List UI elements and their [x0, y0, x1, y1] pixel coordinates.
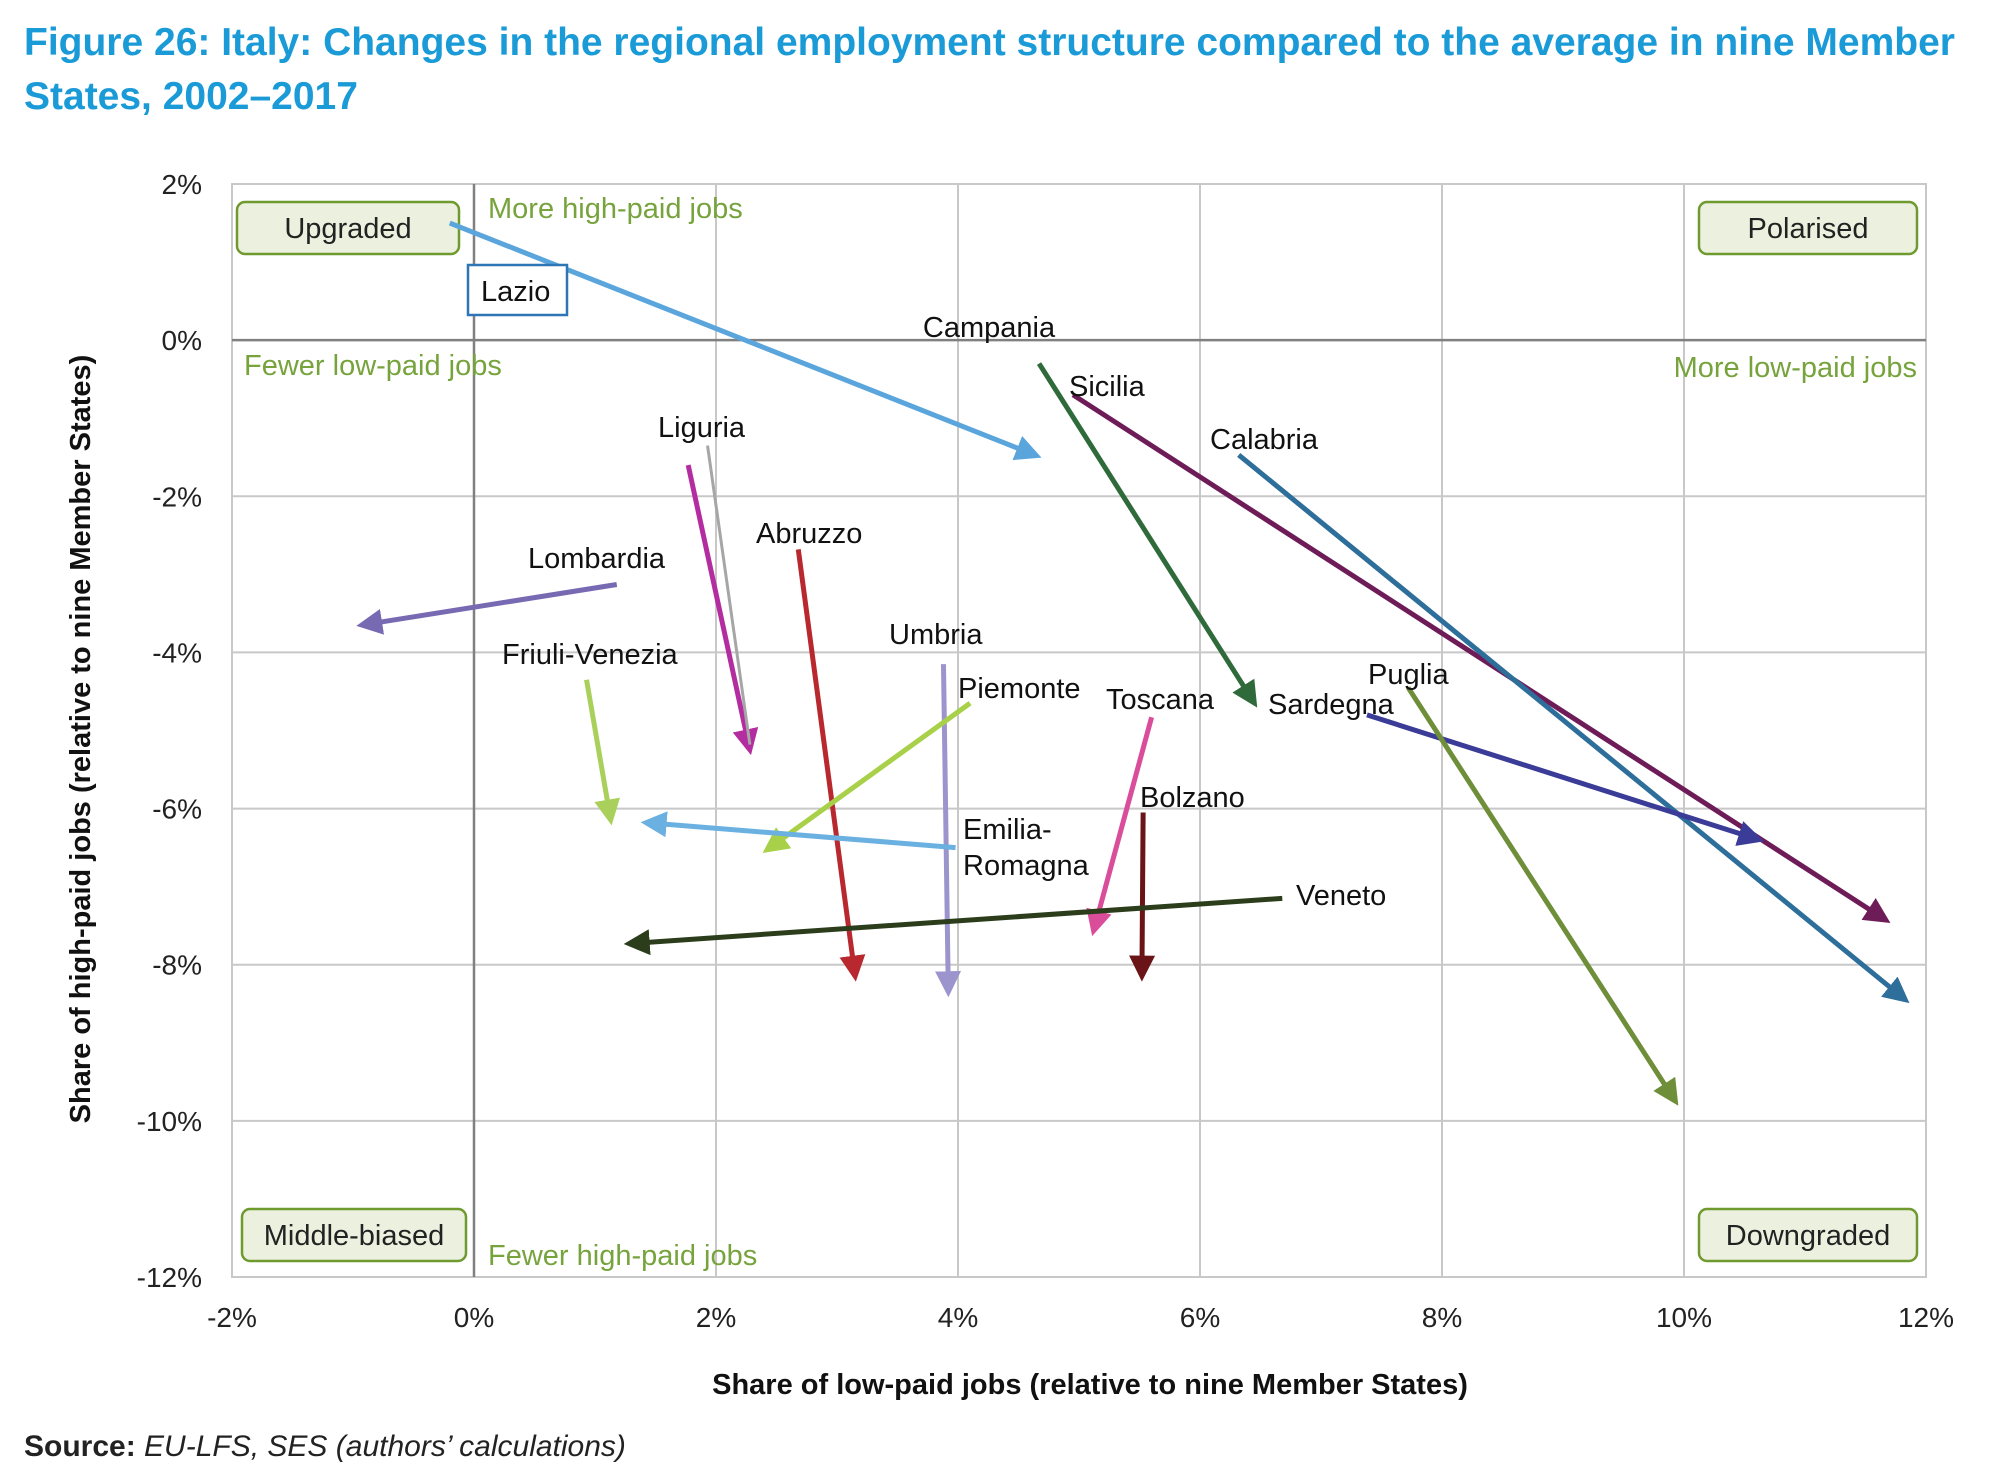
region-label-liguria: Liguria — [658, 412, 746, 444]
region-labels: Lazio Campania Sicilia Calabria Liguria Abruz… — [466, 263, 1449, 912]
axis-annotation-left: Fewer low-paid jobs — [244, 350, 502, 382]
quadrant-box-label: Polarised — [1748, 213, 1869, 245]
y-tick-label: -8% — [152, 950, 202, 981]
quadrant-boxes: Upgraded Polarised Middle-biased Downgraded — [235, 200, 1919, 1263]
x-tick-label: -2% — [207, 1302, 257, 1333]
region-label-toscana: Toscana — [1106, 684, 1215, 716]
grid-lines — [231, 183, 1927, 1278]
region-label-emilia: Emilia- — [963, 814, 1052, 846]
quadrant-box-label: Downgraded — [1726, 1220, 1890, 1252]
region-label-bolzano: Bolzano — [1140, 782, 1245, 814]
source-note: Source: EU-LFS, SES (authors’ calculatio… — [24, 1430, 626, 1464]
y-tick-label: -2% — [152, 481, 202, 512]
arrow-sicilia — [1071, 392, 1891, 924]
region-label-sardegna: Sardegna — [1268, 689, 1395, 721]
quadrant-box-frame — [1697, 1207, 1919, 1263]
arrow-puglia — [1406, 686, 1679, 1106]
region-label-lombardia: Lombardia — [528, 543, 666, 575]
region-label-box — [466, 263, 569, 317]
arrow-liguria-grey — [706, 445, 752, 745]
arrow-umbria — [935, 664, 962, 998]
region-label-umbria: Umbria — [889, 619, 983, 651]
axis-annotations: More high-paid jobs Fewer low-paid jobs Mo… — [244, 193, 1917, 1272]
region-label-abruzzo: Abruzzo — [756, 518, 862, 550]
x-tick-label: 10% — [1656, 1302, 1712, 1333]
x-tick-label: 0% — [454, 1302, 494, 1333]
quadrant-box-polarised: Polarised — [1697, 200, 1919, 256]
axis-annotation-bottom: Fewer high-paid jobs — [488, 1240, 757, 1272]
arrow-emilia-romagna — [640, 811, 956, 851]
x-tick-label: 12% — [1898, 1302, 1954, 1333]
arrow-abruzzo — [795, 549, 866, 982]
region-label-calabria: Calabria — [1210, 424, 1319, 456]
quadrant-box-frame — [1697, 200, 1919, 256]
x-tick-label: 8% — [1422, 1302, 1462, 1333]
region-arrows — [356, 220, 1910, 1106]
arrow-piemonte — [762, 701, 972, 853]
quadrant-box-middle-biased: Middle-biased — [240, 1207, 468, 1263]
arrow-lazio — [448, 220, 1042, 461]
y-axis-title: Share of high-paid jobs (relative to nin… — [65, 355, 97, 1124]
arrow-liguria — [685, 464, 759, 756]
arrow-sardegna — [1366, 712, 1764, 846]
axes — [232, 184, 1926, 1277]
quadrant-box-upgraded: Upgraded — [235, 200, 461, 256]
y-tick-label: -12% — [137, 1262, 202, 1293]
y-tick-label: -6% — [152, 794, 202, 825]
axis-annotation-right: More low-paid jobs — [1674, 352, 1917, 384]
quadrant-box-label: Middle-biased — [264, 1220, 445, 1252]
region-label-romagna: Romagna — [963, 850, 1090, 882]
arrow-calabria — [1237, 452, 1910, 1004]
axis-annotation-top: More high-paid jobs — [488, 193, 743, 225]
y-tick-label: -10% — [137, 1106, 202, 1137]
y-tick-label: -4% — [152, 637, 202, 668]
region-label-campania: Campania — [923, 312, 1056, 344]
region-label-sicilia: Sicilia — [1069, 371, 1146, 403]
quadrant-box-downgraded: Downgraded — [1697, 1207, 1919, 1263]
arrow-toscana — [1086, 716, 1155, 937]
y-tick-label: 0% — [162, 325, 202, 356]
region-label-piemonte: Piemonte — [958, 673, 1081, 705]
y-tick-label: 2% — [162, 169, 202, 200]
plot-area-border — [231, 183, 1927, 1278]
region-label-lazio: Lazio — [481, 276, 550, 308]
quadrant-box-label: Upgraded — [284, 213, 411, 245]
x-tick-label: 6% — [1180, 1302, 1220, 1333]
arrow-chart: -2% 0% 2% 4% 6% 8% 10% 12% 2% 0% -2% -4% -6% -8% -10% -… — [65, 169, 1954, 1401]
source-label: Source: — [24, 1430, 136, 1463]
x-tick-label: 4% — [938, 1302, 978, 1333]
arrow-veneto — [623, 895, 1283, 956]
region-label-veneto: Veneto — [1296, 880, 1386, 912]
source-text: EU-LFS, SES (authors’ calculations) — [144, 1430, 626, 1463]
x-axis-title: Share of low-paid jobs (relative to nine… — [712, 1369, 1468, 1401]
arrow-campania — [1036, 362, 1258, 708]
arrow-bolzano — [1129, 812, 1156, 982]
tick-labels: -2% 0% 2% 4% 6% 8% 10% 12% 2% 0% -2% -4% -6% -8% -10% -… — [137, 169, 1954, 1333]
x-tick-label: 2% — [696, 1302, 736, 1333]
quadrant-box-frame — [240, 1207, 468, 1263]
region-label-friuli-venezia: Friuli-Venezia — [502, 639, 679, 671]
region-label-puglia: Puglia — [1368, 659, 1449, 691]
arrow-lombardia — [356, 582, 618, 635]
arrow-friuli-venezia — [584, 679, 621, 826]
figure-title: Figure 26: Italy: Changes in the regiona… — [24, 21, 1955, 118]
